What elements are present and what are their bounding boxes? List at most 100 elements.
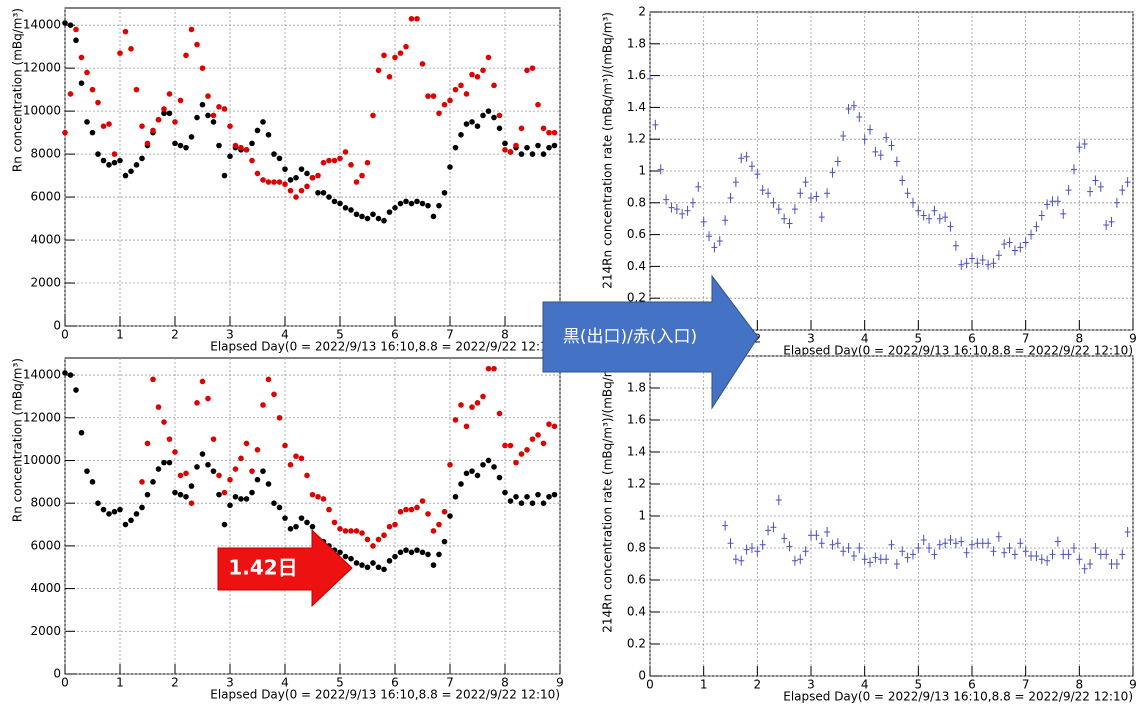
y-tick-label: 0.6 [627, 573, 646, 587]
data-point [161, 106, 167, 112]
data-point [1049, 196, 1056, 207]
data-point [370, 112, 376, 119]
y-tick-label: 6000 [30, 538, 61, 552]
data-point [738, 153, 745, 164]
data-point [513, 142, 519, 149]
x-tick-label: 0 [61, 328, 69, 342]
data-point [348, 207, 354, 213]
data-point [469, 468, 475, 474]
data-point [221, 521, 228, 528]
data-point [425, 202, 431, 209]
data-point [1022, 546, 1029, 557]
data-point [353, 179, 360, 185]
data-point [447, 461, 453, 468]
data-point [765, 188, 772, 199]
data-point [188, 134, 195, 140]
data-point [920, 535, 927, 545]
data-point [818, 212, 825, 223]
data-point [1049, 549, 1056, 560]
data-point [947, 221, 954, 232]
data-point [684, 205, 691, 216]
data-point [232, 142, 239, 149]
data-point [529, 436, 536, 442]
data-point [205, 395, 211, 402]
data-point [89, 129, 96, 136]
data-point [309, 491, 316, 498]
data-point [172, 449, 178, 455]
data-point [496, 410, 503, 417]
data-point [221, 172, 228, 179]
data-point [205, 461, 211, 468]
data-point [909, 549, 916, 560]
data-point [216, 104, 222, 110]
data-point [540, 440, 547, 447]
data-point [370, 543, 376, 549]
y-tick-label: 12000 [23, 410, 61, 424]
data-point [502, 140, 508, 147]
data-point [759, 185, 766, 196]
data-point [397, 508, 404, 515]
data-point [331, 519, 338, 526]
data-point [95, 500, 101, 506]
data-point [872, 146, 879, 157]
data-point [480, 67, 486, 74]
data-point [856, 111, 863, 122]
plot-frame [64, 357, 561, 675]
data-point [958, 536, 965, 547]
data-point [529, 65, 536, 71]
data-point [364, 564, 371, 571]
x-tick-label: 6 [391, 676, 399, 690]
y-tick-label: 10000 [23, 104, 61, 118]
data-point [397, 200, 404, 207]
data-point [414, 504, 420, 511]
data-point [1033, 221, 1040, 232]
data-point [458, 402, 464, 408]
y-tick-label: 1.8 [627, 36, 646, 50]
y-tick-label: 8000 [30, 496, 61, 510]
data-point [238, 496, 244, 502]
data-point [1065, 549, 1072, 560]
data-point [293, 174, 299, 181]
data-point [673, 204, 680, 215]
data-point [194, 114, 200, 121]
data-point [1103, 549, 1110, 560]
data-point [183, 470, 189, 477]
data-point [679, 208, 686, 219]
data-point [759, 539, 766, 550]
data-point [711, 242, 718, 253]
data-point [150, 479, 156, 485]
data-point [931, 549, 938, 560]
data-point [899, 175, 906, 186]
data-point [221, 489, 228, 496]
data-point [748, 161, 755, 172]
data-point [502, 442, 508, 449]
data-point [936, 539, 943, 550]
data-point [194, 400, 200, 406]
data-point [287, 187, 294, 194]
data-point [260, 177, 266, 183]
x-tick-label: 6 [968, 678, 976, 692]
data-point [89, 479, 96, 485]
data-point [535, 142, 541, 149]
data-point [963, 547, 970, 558]
data-point [353, 528, 360, 534]
y-tick-label: 14000 [23, 368, 61, 382]
data-point [254, 447, 261, 453]
data-point [727, 193, 734, 204]
data-point [78, 54, 85, 61]
data-point [309, 174, 316, 181]
y-tick-label: 1.6 [627, 68, 646, 82]
data-point [824, 188, 831, 199]
data-point [969, 539, 975, 550]
data-point [265, 376, 272, 383]
data-point [133, 511, 140, 517]
data-point [276, 504, 283, 511]
data-point [657, 164, 664, 175]
data-point [326, 194, 332, 200]
data-point [249, 468, 255, 474]
data-point [1011, 245, 1018, 256]
data-point [877, 150, 884, 161]
data-point [353, 211, 360, 218]
data-point [359, 530, 365, 536]
